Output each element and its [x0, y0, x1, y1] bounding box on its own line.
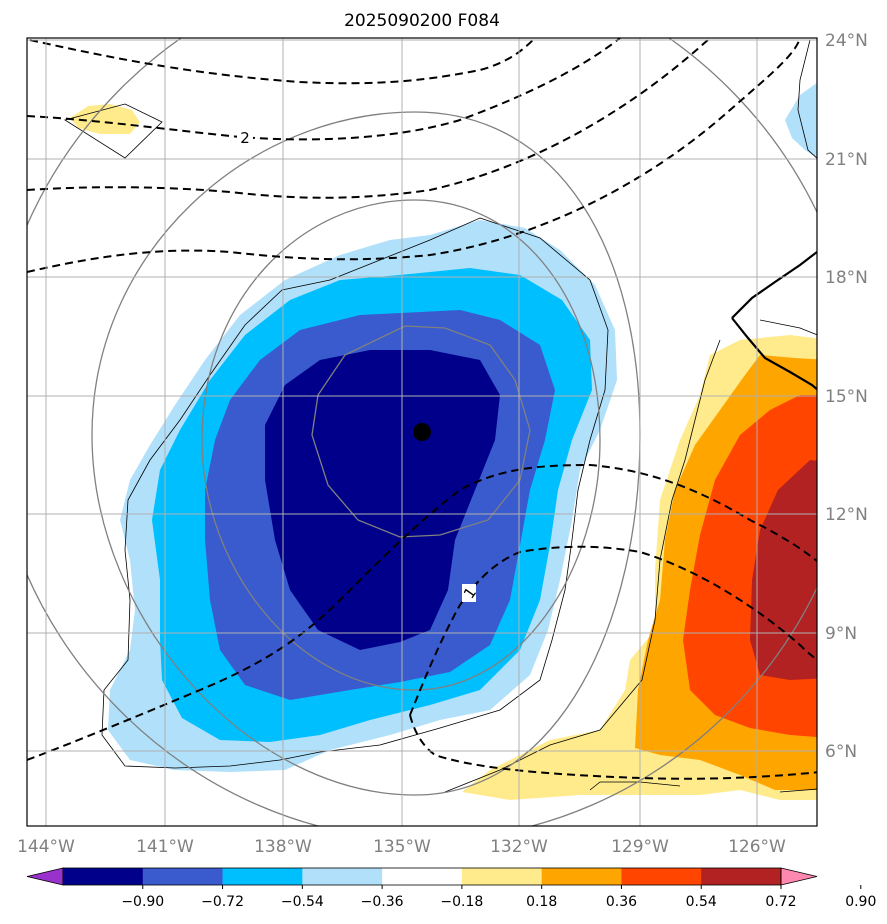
colorbar-tick-label: −0.54	[281, 894, 324, 910]
outline-contour-small	[64, 103, 163, 159]
map-area	[27, 38, 817, 826]
lat-tick-label: 6°N	[825, 742, 857, 762]
contour-label-2-halo	[237, 127, 253, 145]
lon-tick-label: 138°W	[254, 837, 312, 857]
dashed-contours	[27, 38, 817, 780]
dashed-contour-1	[29, 38, 536, 85]
grid	[27, 38, 817, 826]
lon-tick-label: 132°W	[490, 837, 548, 857]
colorbar: −0.90 −0.72 −0.54 −0.36 −0.18 0.18 0.36 0.54 0.7…	[26, 867, 876, 910]
lat-tick-label: 18°N	[825, 268, 868, 288]
dashed-contour-4	[27, 38, 801, 273]
distance-ring-inner	[311, 325, 531, 538]
distance-rings	[27, 38, 817, 826]
colorbar-tick-label: −0.36	[361, 894, 404, 910]
lat-tick-label: 21°N	[825, 150, 868, 170]
colorbar-tick-label: −0.18	[440, 894, 483, 910]
lat-tick-label: 24°N	[825, 31, 868, 51]
distance-ring-outer	[27, 38, 817, 826]
lat-tick-label: 9°N	[825, 624, 857, 644]
colorbar-segment	[222, 868, 303, 885]
lat-tick-label: 15°N	[825, 387, 868, 407]
distance-ring-3	[91, 111, 641, 796]
colorbar-segment	[621, 868, 702, 885]
colorbar-segment	[461, 868, 543, 885]
dashed-contour-7	[409, 714, 817, 780]
outline-contour-right	[589, 39, 817, 793]
colorbar-tick-label: 0.18	[526, 894, 557, 910]
colorbar-segment	[382, 868, 463, 885]
colorbar-segment	[63, 868, 144, 885]
colorbar-segment	[142, 868, 224, 885]
colorbar-tick-label: −0.90	[121, 894, 164, 910]
colorbar-tick-label: −0.72	[201, 894, 244, 910]
contour-label-2: 2	[240, 129, 250, 147]
outline-contour-negative	[101, 217, 609, 769]
colorbar-tick-label: 0.90	[845, 894, 876, 910]
map-title: 2025090200 F084	[344, 11, 500, 31]
colorbar-tick-label: 0.36	[606, 894, 637, 910]
lat-tick-label: 12°N	[825, 505, 868, 525]
storm-center-marker	[413, 423, 431, 441]
colorbar-segment	[701, 868, 782, 885]
outline-contour-positive	[444, 319, 817, 793]
lon-tick-label: 126°W	[728, 837, 786, 857]
colorbar-frame	[62, 867, 782, 886]
contour-label-1-halo	[462, 584, 476, 602]
anomaly-fill-minus-0.72	[265, 350, 500, 650]
colorbar-tick-label: 0.54	[686, 894, 717, 910]
lon-tick-label: 129°W	[611, 837, 669, 857]
dashed-contour-2	[27, 38, 621, 141]
map-frame	[26, 37, 818, 827]
colorbar-tick-label: 0.72	[765, 894, 796, 910]
lon-tick-label: 135°W	[373, 837, 431, 857]
colorbar-segment	[541, 868, 622, 885]
lon-tick-label: 144°W	[17, 837, 75, 857]
dashed-contour-3	[27, 38, 711, 199]
dashed-contour-6	[409, 545, 817, 716]
track-line	[731, 250, 817, 391]
lon-tick-label: 141°W	[136, 837, 194, 857]
distance-ring-2	[201, 199, 601, 691]
anomaly-fill-plus-0.72	[750, 460, 817, 680]
colorbar-segment	[302, 868, 383, 885]
